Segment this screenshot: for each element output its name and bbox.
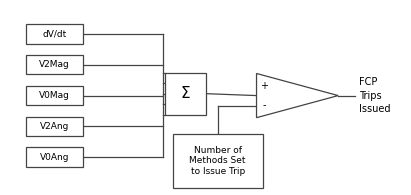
Bar (165, 73, 206, 115)
Bar (26, 86, 83, 105)
Text: -: - (262, 101, 266, 111)
Polygon shape (256, 74, 338, 118)
Text: dV/dt: dV/dt (42, 30, 67, 39)
Text: Σ: Σ (180, 86, 190, 101)
Text: V2Mag: V2Mag (39, 60, 70, 69)
Text: V0Ang: V0Ang (40, 153, 69, 162)
Bar (26, 24, 83, 44)
Text: V0Mag: V0Mag (39, 91, 70, 100)
Text: FCP
Trips
Issued: FCP Trips Issued (358, 77, 390, 114)
Bar (173, 134, 263, 188)
Text: Number of
Methods Set
to Issue Trip: Number of Methods Set to Issue Trip (189, 146, 246, 176)
Bar (26, 55, 83, 74)
Bar (26, 117, 83, 136)
Text: +: + (260, 81, 268, 91)
Text: V2Ang: V2Ang (40, 122, 69, 131)
Bar (26, 147, 83, 167)
